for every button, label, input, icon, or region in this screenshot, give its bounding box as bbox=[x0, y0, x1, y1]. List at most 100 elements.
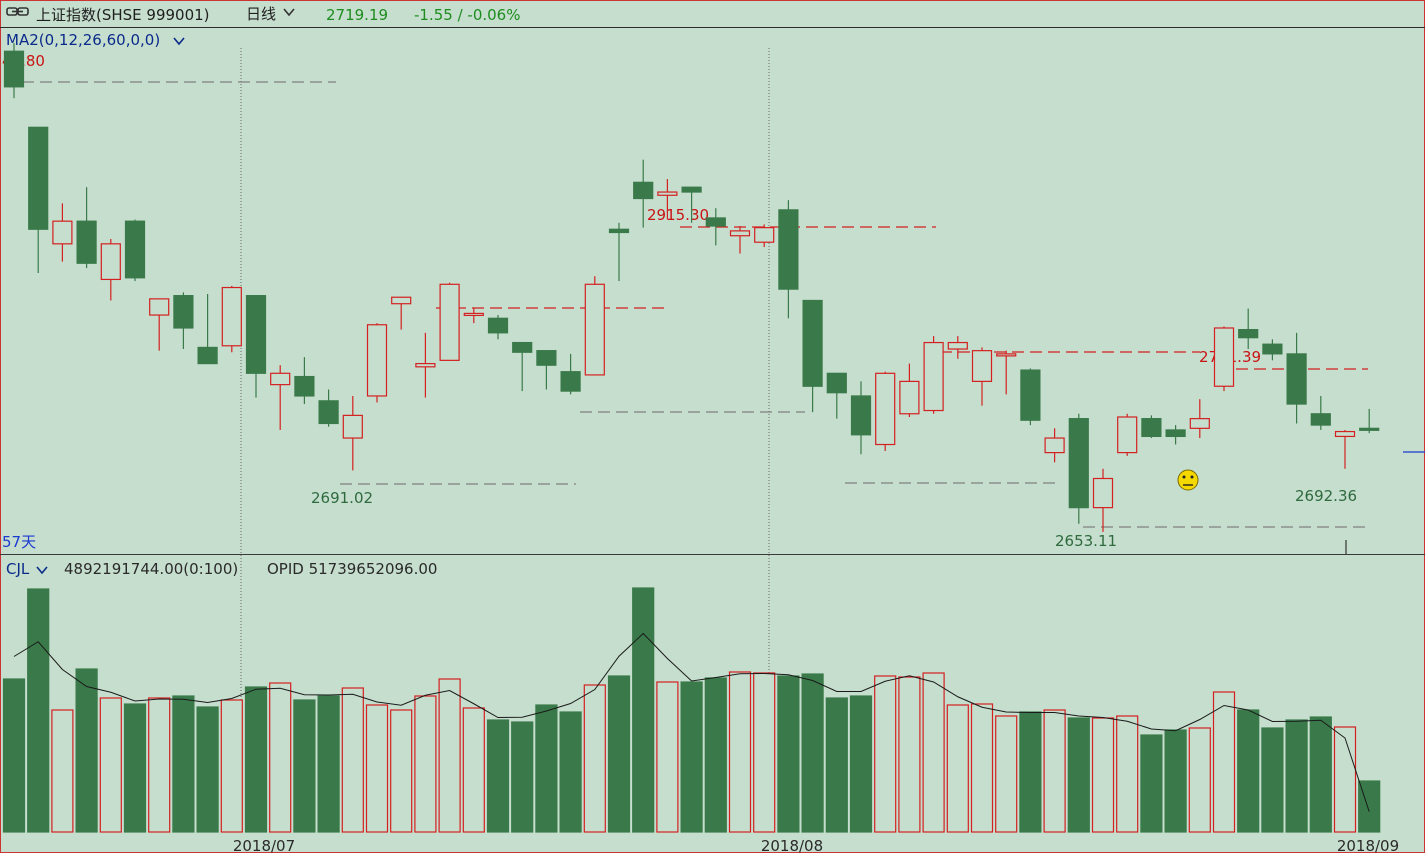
candle bbox=[1286, 332, 1307, 424]
indicator-label[interactable]: MA2(0,12,26,60,0,0) bbox=[6, 31, 161, 49]
pane-divider bbox=[0, 554, 1425, 555]
candle-body bbox=[536, 350, 557, 366]
candle-body bbox=[996, 353, 1017, 357]
candle bbox=[996, 350, 1017, 395]
candle bbox=[245, 295, 267, 398]
x-tick-label: 2018/08 bbox=[761, 837, 823, 853]
candle bbox=[1092, 468, 1114, 532]
symbol-name[interactable]: 上证指数(SHSE 999001) bbox=[36, 6, 210, 24]
volume-bars-layer bbox=[2, 587, 1381, 833]
period-selector[interactable]: 日线 bbox=[246, 5, 277, 23]
candle bbox=[633, 159, 654, 228]
candle bbox=[391, 296, 412, 330]
candle bbox=[415, 332, 436, 398]
volume-bar bbox=[390, 709, 413, 833]
candle-body bbox=[28, 126, 49, 230]
volume-bar bbox=[825, 697, 848, 833]
volume-bar bbox=[462, 707, 485, 833]
volume-bar bbox=[704, 677, 727, 833]
volume-bar bbox=[196, 706, 219, 833]
candle bbox=[729, 226, 751, 254]
candle bbox=[1213, 326, 1235, 392]
volume-bar bbox=[1164, 729, 1187, 833]
volume-bar bbox=[1261, 727, 1284, 833]
candle bbox=[1020, 368, 1041, 426]
low-annotation-left: 2691.02 bbox=[311, 489, 373, 507]
candle-body bbox=[802, 299, 823, 387]
volume-bar bbox=[874, 675, 897, 833]
candle-body bbox=[608, 228, 630, 234]
volume-bar bbox=[220, 699, 243, 833]
volume-bar bbox=[607, 675, 631, 833]
candle-body bbox=[971, 350, 993, 382]
candle-body bbox=[778, 209, 799, 290]
candle-body bbox=[415, 362, 436, 368]
x-tick-label: 2018/09 bbox=[1337, 837, 1399, 853]
volume-bar bbox=[1067, 717, 1090, 833]
candle bbox=[1117, 413, 1138, 456]
candle-body bbox=[754, 227, 775, 243]
volume-bar bbox=[1237, 709, 1260, 833]
candle-body bbox=[923, 341, 944, 412]
candle bbox=[76, 187, 97, 269]
volume-bar bbox=[414, 695, 437, 833]
candle-body bbox=[850, 395, 872, 436]
candle-body bbox=[197, 346, 218, 365]
volume-bar bbox=[1285, 719, 1308, 833]
chevron-down-icon[interactable] bbox=[36, 566, 48, 575]
chevron-down-icon[interactable] bbox=[283, 8, 295, 17]
volume-bar bbox=[2, 678, 26, 833]
candle-body bbox=[3, 50, 25, 88]
volume-bar bbox=[317, 695, 340, 833]
candle-body bbox=[270, 372, 291, 386]
volume-bar bbox=[148, 697, 171, 833]
candle bbox=[971, 347, 993, 406]
candle-body bbox=[1286, 353, 1307, 405]
volume-bar bbox=[293, 699, 316, 833]
volume-bar bbox=[75, 668, 98, 833]
candle-body bbox=[463, 312, 484, 317]
candle bbox=[778, 200, 799, 319]
volume-bar bbox=[849, 695, 873, 833]
volume-ma-line bbox=[13, 632, 1370, 812]
candle bbox=[1044, 428, 1065, 463]
candle-body bbox=[1117, 416, 1138, 454]
price-change: -1.55 / -0.06% bbox=[414, 6, 521, 24]
volume-bar bbox=[898, 676, 921, 833]
candle bbox=[923, 336, 944, 414]
candle bbox=[802, 299, 823, 413]
volume-bar bbox=[583, 684, 606, 833]
volume-bar bbox=[123, 703, 147, 833]
volume-bar bbox=[1212, 691, 1236, 833]
candle-body bbox=[729, 230, 751, 237]
x-tick-label: 2018/07 bbox=[233, 837, 295, 853]
candle-body bbox=[1359, 427, 1380, 431]
chevron-down-icon[interactable] bbox=[173, 37, 185, 46]
volume-bar bbox=[1333, 726, 1357, 833]
candle bbox=[3, 43, 25, 99]
candle bbox=[294, 357, 315, 405]
candle-body bbox=[245, 295, 267, 374]
candle bbox=[439, 282, 460, 361]
link-icon[interactable] bbox=[6, 5, 30, 19]
volume-indicator-label[interactable]: CJL bbox=[6, 560, 30, 578]
candle bbox=[899, 363, 920, 417]
candle bbox=[1334, 429, 1356, 469]
candle-body bbox=[1334, 430, 1356, 438]
candle bbox=[1165, 425, 1186, 445]
volume-bar bbox=[1358, 780, 1381, 833]
candle bbox=[487, 315, 509, 340]
candle bbox=[657, 179, 678, 220]
smiley-icon[interactable] bbox=[1177, 469, 1199, 491]
candle bbox=[124, 219, 146, 282]
candle-body bbox=[899, 380, 920, 415]
volume-bar bbox=[728, 671, 752, 833]
volume-bar bbox=[535, 704, 558, 833]
candle-body bbox=[294, 375, 315, 397]
candle-body bbox=[1092, 477, 1114, 509]
volume-bar bbox=[801, 673, 824, 833]
candle bbox=[947, 336, 968, 359]
candle bbox=[318, 389, 339, 427]
volume-bar bbox=[438, 678, 461, 833]
